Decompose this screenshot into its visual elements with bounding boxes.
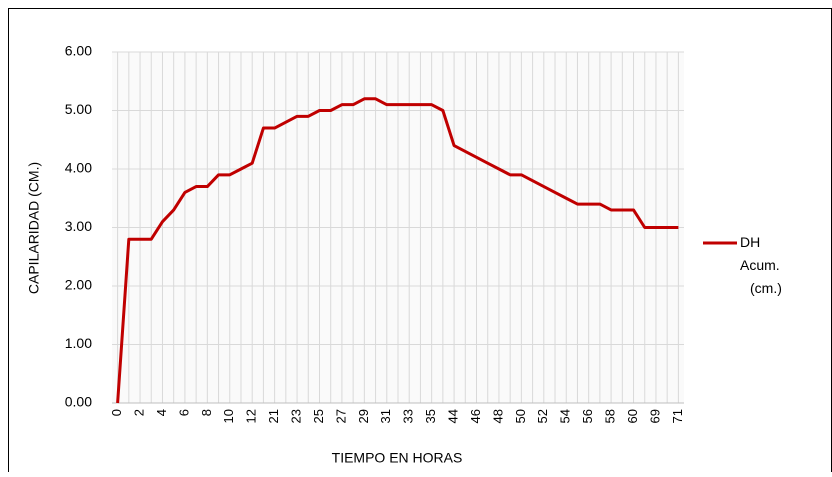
x-tick-label: 31: [378, 409, 393, 423]
y-tick-label: 4.00: [65, 160, 92, 176]
x-tick-label: 35: [423, 409, 438, 423]
y-tick-label: 2.00: [65, 277, 92, 293]
x-tick-label: 52: [535, 409, 550, 423]
y-axis-title: CAPILARIDAD (CM.): [26, 162, 42, 294]
y-tick-label: 0.00: [65, 394, 92, 410]
x-tick-label: 44: [446, 409, 461, 423]
x-tick-label: 29: [356, 409, 371, 423]
x-tick-label: 54: [558, 409, 573, 423]
x-tick-label: 0: [109, 409, 124, 416]
y-tick-label: 1.00: [65, 335, 92, 351]
x-tick-label: 60: [625, 409, 640, 423]
x-tick-label: 23: [288, 409, 303, 423]
legend-label: DH Acum. (cm.): [740, 234, 782, 296]
x-tick-label: 69: [647, 409, 662, 423]
x-tick-label: 48: [490, 409, 505, 423]
x-tick-label: 56: [580, 409, 595, 423]
x-tick-label: 25: [311, 409, 326, 423]
y-tick-label: 6.00: [65, 43, 92, 59]
x-tick-label: 4: [154, 409, 169, 416]
x-tick-label: 10: [221, 409, 236, 423]
y-tick-label: 3.00: [65, 218, 92, 234]
x-tick-label: 27: [333, 409, 348, 423]
y-tick-label: 5.00: [65, 101, 92, 117]
x-tick-label: 12: [244, 409, 259, 423]
x-tick-label: 71: [670, 409, 685, 423]
x-tick-label: 50: [513, 409, 528, 423]
x-tick-label: 58: [603, 409, 618, 423]
x-axis-title: TIEMPO EN HORAS: [332, 450, 463, 466]
x-tick-label: 6: [176, 409, 191, 416]
x-tick-label: 2: [131, 409, 146, 416]
x-tick-label: 46: [468, 409, 483, 423]
x-tick-label: 8: [199, 409, 214, 416]
x-tick-label: 21: [266, 409, 281, 423]
data-line: [116, 97, 679, 404]
x-tick-label: 33: [401, 409, 416, 423]
